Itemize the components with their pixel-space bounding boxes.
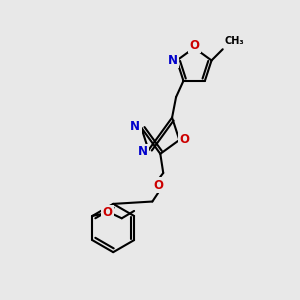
Text: O: O bbox=[103, 206, 112, 219]
Text: N: N bbox=[167, 54, 177, 67]
Text: N: N bbox=[138, 145, 148, 158]
Text: N: N bbox=[130, 120, 140, 133]
Text: CH₃: CH₃ bbox=[224, 36, 244, 46]
Text: O: O bbox=[180, 134, 190, 146]
Text: O: O bbox=[190, 39, 200, 52]
Text: O: O bbox=[154, 179, 164, 192]
